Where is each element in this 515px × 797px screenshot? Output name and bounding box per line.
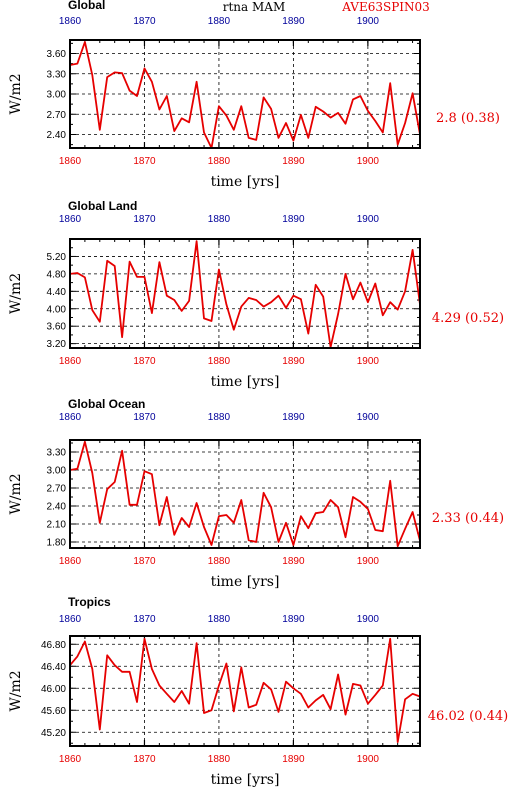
panel-global-land: Global Land 5.20 4.80 4.40 4.00 3.60 3.20 1860 1…	[8, 199, 504, 390]
panel-tropics: Tropics 46.80 46.40 46.00 45.60 45.20 1860 1870…	[8, 595, 508, 788]
x-tick-label: 1900	[357, 156, 380, 167]
plot-frame	[69, 439, 421, 549]
y-axis-label: W/m2	[8, 273, 24, 314]
data-series-line	[69, 440, 421, 548]
x-tick-label: 1860	[59, 156, 82, 167]
panel-global-ocean: Global Ocean 3.30 3.00 2.70 2.40 2.10 1.80 1860…	[8, 397, 504, 590]
y-tick-label: 1.80	[47, 538, 67, 549]
y-tick-label: 4.80	[47, 269, 67, 280]
y-tick-label: 3.00	[47, 466, 67, 477]
y-tick-label: 46.40	[41, 662, 66, 673]
y-tick-label: 3.60	[47, 49, 67, 60]
panel-title: Tropics	[68, 595, 111, 609]
x-top-tick-label: 1890	[282, 214, 305, 225]
x-top-tick-label: 1860	[59, 412, 82, 423]
panel-stat-label: 2.8 (0.38)	[436, 111, 500, 126]
x-tick-label: 1860	[59, 556, 82, 567]
x-top-tick-label: 1860	[59, 614, 82, 625]
panel-global: Global 3.60 3.30 3.00 2.70 2.40 1860 1870 1880 18…	[8, 0, 500, 190]
y-tick-label: 45.60	[41, 706, 66, 717]
y-tick-label: 5.20	[47, 252, 67, 263]
plot-frame	[69, 238, 421, 349]
x-axis-label: time [yrs]	[211, 174, 280, 190]
y-tick-label: 3.30	[47, 448, 67, 459]
x-tick-label: 1870	[133, 356, 156, 367]
x-tick-label: 1880	[208, 754, 231, 765]
panels-container: Global 3.60 3.30 3.00 2.70 2.40 1860 1870 1880 18…	[8, 0, 508, 788]
x-top-tick-label: 1900	[357, 16, 380, 27]
y-tick-label: 3.00	[47, 90, 67, 101]
y-axis-label: W/m2	[8, 73, 24, 114]
x-tick-label: 1900	[357, 356, 380, 367]
x-tick-label: 1870	[133, 556, 156, 567]
x-tick-label: 1880	[208, 156, 231, 167]
header-center-title: rtna MAM	[223, 0, 286, 14]
x-tick-label: 1890	[282, 754, 305, 765]
x-axis-label: time [yrs]	[211, 374, 280, 390]
y-axis-label: W/m2	[8, 670, 24, 711]
x-top-tick-label: 1870	[133, 214, 156, 225]
x-top-tick-label: 1880	[208, 214, 231, 225]
y-tick-label: 46.80	[41, 640, 66, 651]
y-tick-label: 45.20	[41, 728, 66, 739]
panel-stat-label: 4.29 (0.52)	[432, 311, 504, 326]
panel-stat-label: 46.02 (0.44)	[428, 709, 508, 724]
x-tick-label: 1900	[357, 556, 380, 567]
x-axis-label: time [yrs]	[211, 772, 280, 788]
x-tick-label: 1900	[357, 754, 380, 765]
x-top-tick-label: 1880	[208, 412, 231, 423]
x-tick-label: 1890	[282, 156, 305, 167]
data-series-line	[69, 41, 421, 149]
panel-title: Global Land	[68, 199, 137, 213]
panel-title: Global Ocean	[68, 397, 145, 411]
x-tick-label: 1870	[133, 754, 156, 765]
y-tick-label: 2.40	[47, 130, 67, 141]
y-tick-label: 3.60	[47, 322, 67, 333]
x-top-tick-label: 1890	[282, 614, 305, 625]
x-tick-label: 1870	[133, 156, 156, 167]
x-top-tick-label: 1880	[208, 614, 231, 625]
x-top-tick-label: 1880	[208, 16, 231, 27]
x-top-tick-label: 1890	[282, 412, 305, 423]
x-tick-label: 1890	[282, 556, 305, 567]
data-series-line	[69, 240, 421, 349]
x-top-tick-label: 1890	[282, 16, 305, 27]
x-top-tick-label: 1900	[357, 412, 380, 423]
y-axis-label: W/m2	[8, 473, 24, 514]
y-tick-label: 2.10	[47, 520, 67, 531]
x-top-tick-label: 1900	[357, 614, 380, 625]
x-tick-label: 1880	[208, 556, 231, 567]
y-tick-label: 3.30	[47, 69, 67, 80]
x-tick-label: 1890	[282, 356, 305, 367]
x-top-tick-label: 1900	[357, 214, 380, 225]
y-tick-label: 2.70	[47, 110, 67, 121]
x-top-tick-label: 1870	[133, 412, 156, 423]
plot-frame	[69, 39, 421, 149]
x-tick-label: 1880	[208, 356, 231, 367]
x-tick-label: 1860	[59, 356, 82, 367]
x-tick-label: 1860	[59, 754, 82, 765]
header-right-title: AVE63SPIN03	[341, 0, 430, 14]
x-axis-label: time [yrs]	[211, 574, 280, 590]
x-top-tick-label: 1860	[59, 16, 82, 27]
y-tick-label: 4.40	[47, 287, 67, 298]
x-top-tick-label: 1860	[59, 214, 82, 225]
panel-title: Global	[68, 0, 105, 12]
data-series-line	[69, 637, 421, 743]
panel-stat-label: 2.33 (0.44)	[432, 511, 504, 526]
y-tick-label: 4.00	[47, 304, 67, 315]
y-tick-label: 2.70	[47, 484, 67, 495]
y-tick-label: 46.00	[41, 684, 66, 695]
y-tick-label: 2.40	[47, 502, 67, 513]
y-tick-label: 3.20	[47, 339, 67, 350]
plot-frame	[69, 635, 421, 747]
x-top-tick-label: 1870	[133, 16, 156, 27]
x-top-tick-label: 1870	[133, 614, 156, 625]
